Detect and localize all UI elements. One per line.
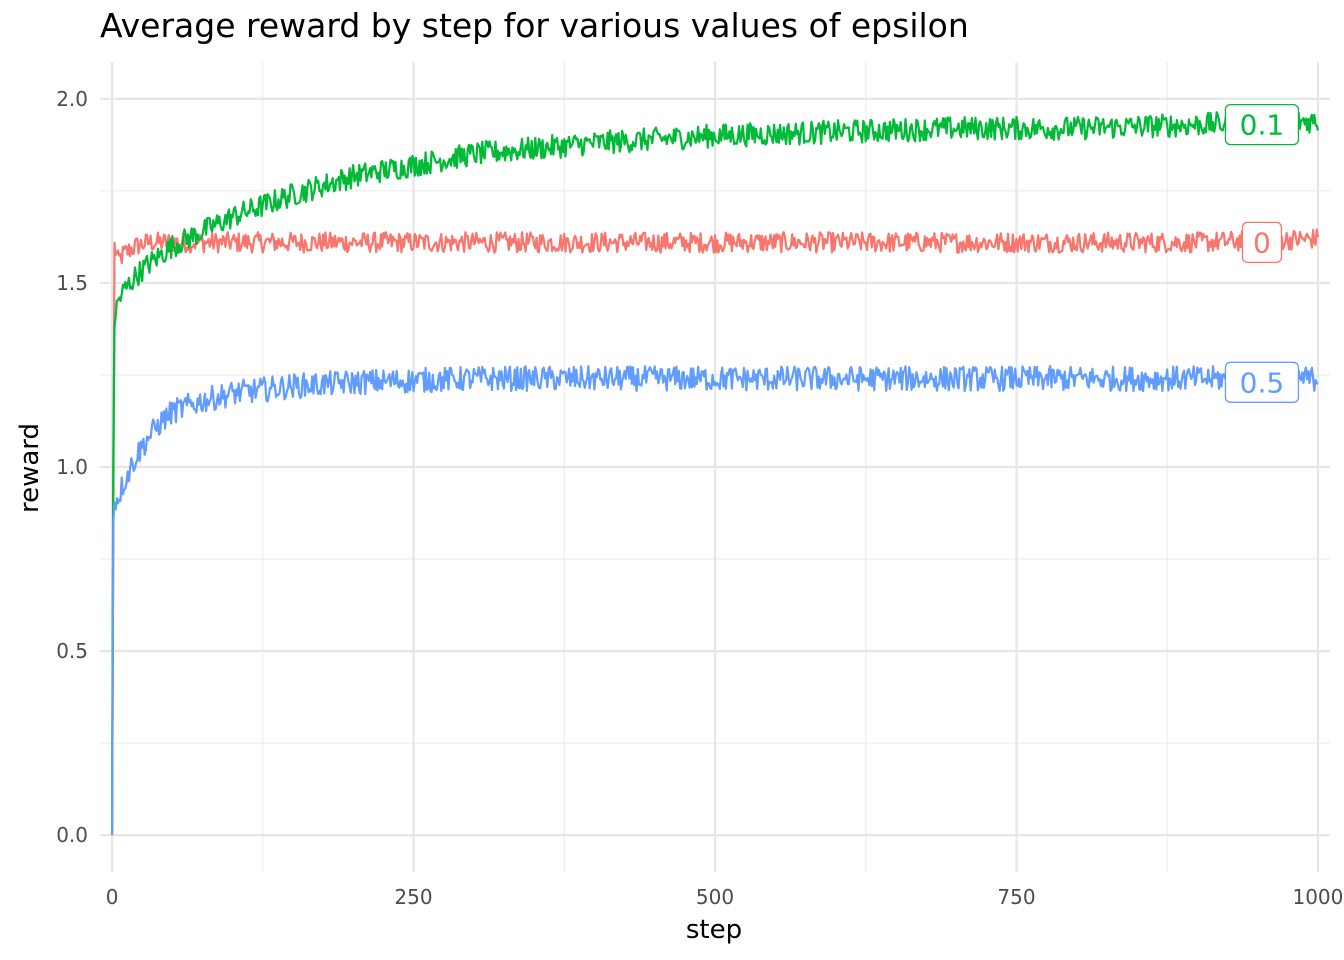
y-axis-title: reward (15, 423, 45, 513)
end-label-0: 0 (1241, 221, 1283, 264)
y-tick-label: 1.5 (56, 271, 88, 295)
x-axis-title: step (686, 915, 742, 945)
series-line-0-5 (110, 365, 1319, 836)
end-label-box (1224, 103, 1300, 146)
y-tick-label: 0.5 (56, 639, 88, 663)
series-end-labels: 0 0.1 0.5 (1224, 103, 1300, 403)
series-lines (110, 110, 1320, 836)
end-label-text: 0.1 (1240, 109, 1285, 142)
y-tick-label: 1.0 (56, 455, 88, 479)
end-label-box (1224, 361, 1300, 403)
end-label-text: 0 (1253, 226, 1271, 259)
end-label-0-1: 0.1 (1224, 103, 1300, 146)
x-tick-label: 750 (997, 885, 1035, 909)
y-axis-tick-labels: 0.0 0.5 1.0 1.5 2.0 (56, 87, 88, 847)
x-axis-tick-labels: 0 250 500 750 1000 (106, 885, 1344, 909)
x-tick-label: 1000 (1292, 885, 1343, 909)
chart-title: Average reward by step for various value… (100, 6, 969, 45)
major-gridlines (100, 62, 1330, 872)
y-tick-label: 2.0 (56, 87, 88, 111)
end-label-box (1241, 221, 1283, 264)
x-tick-label: 500 (696, 885, 734, 909)
x-tick-label: 250 (394, 885, 432, 909)
series-line-0 (110, 228, 1320, 836)
y-tick-label: 0.0 (56, 823, 88, 847)
end-label-0-5: 0.5 (1224, 361, 1300, 403)
end-label-text: 0.5 (1240, 366, 1285, 399)
series-line-0-1 (110, 110, 1320, 836)
x-tick-label: 0 (106, 885, 119, 909)
